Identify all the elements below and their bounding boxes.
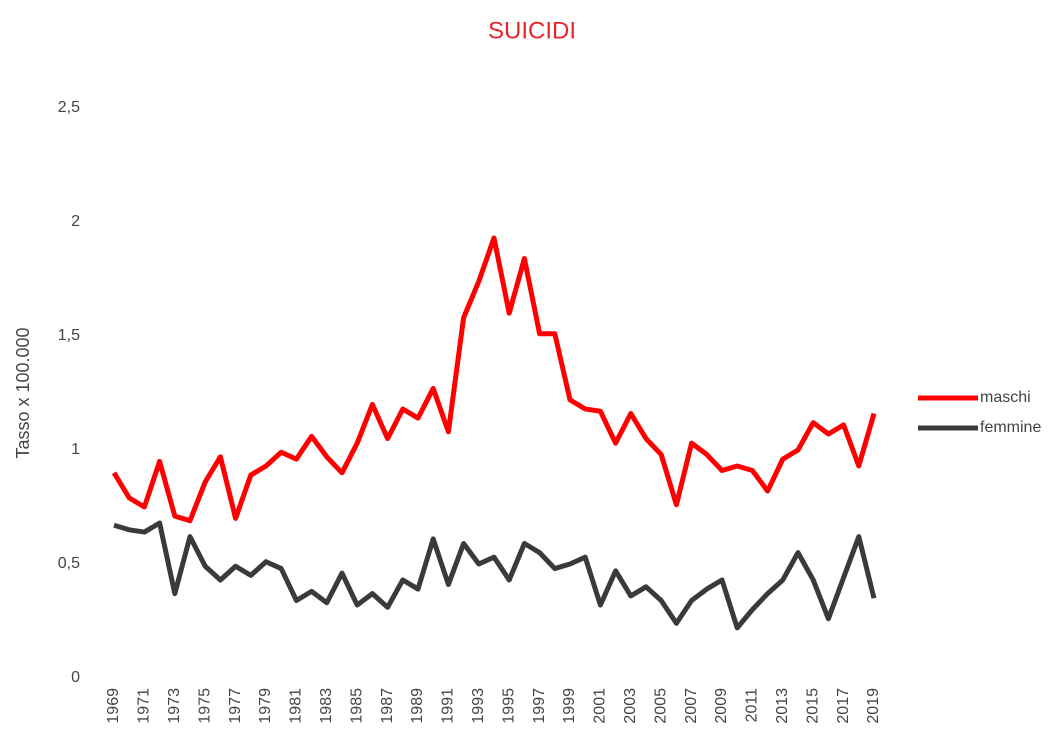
x-tick-label: 1971 bbox=[136, 688, 153, 724]
y-axis-label: Tasso x 100.000 bbox=[13, 327, 33, 458]
y-tick-label: 0,5 bbox=[58, 555, 80, 572]
line-series bbox=[113, 520, 877, 631]
x-tick-label: 1993 bbox=[470, 688, 487, 724]
x-tick-label: 2015 bbox=[804, 688, 821, 724]
x-tick-label: 1973 bbox=[166, 688, 183, 724]
legend-label: femmine bbox=[980, 419, 1041, 436]
y-tick-label: 0 bbox=[71, 669, 80, 686]
x-tick-label: 1985 bbox=[348, 688, 365, 724]
x-tick-label: 1995 bbox=[500, 688, 517, 724]
x-tick-label: 2007 bbox=[683, 688, 700, 724]
y-tick-label: 2 bbox=[71, 213, 80, 230]
x-tick-label: 2019 bbox=[865, 688, 882, 724]
chart-title: SUICIDI bbox=[488, 17, 576, 44]
x-tick-label: 1969 bbox=[105, 688, 122, 724]
x-tick-label: 1997 bbox=[531, 688, 548, 724]
x-tick-label: 1987 bbox=[379, 688, 396, 724]
x-tick-label: 2003 bbox=[622, 688, 639, 724]
x-tick-label: 1991 bbox=[440, 688, 457, 724]
x-tick-label: 2009 bbox=[713, 688, 730, 724]
x-tick-label: 1989 bbox=[409, 688, 426, 724]
x-tick-label: 1979 bbox=[257, 688, 274, 724]
x-tick-label: 2013 bbox=[774, 688, 791, 724]
x-tick-label: 1975 bbox=[196, 688, 213, 724]
x-tick-label: 2017 bbox=[835, 688, 852, 724]
y-tick-label: 2,5 bbox=[58, 99, 80, 116]
y-tick-label: 1 bbox=[71, 441, 80, 458]
x-tick-label: 2011 bbox=[744, 688, 761, 723]
x-tick-label: 2005 bbox=[652, 688, 669, 724]
line-series bbox=[111, 235, 877, 524]
legend-label: maschi bbox=[980, 389, 1031, 406]
x-tick-label: 1983 bbox=[318, 688, 335, 724]
x-tick-label: 1977 bbox=[227, 688, 244, 724]
x-tick-label: 1999 bbox=[561, 688, 578, 724]
x-tick-label: 2001 bbox=[592, 688, 609, 724]
x-tick-label: 1981 bbox=[288, 688, 305, 724]
y-tick-label: 1,5 bbox=[58, 327, 80, 344]
